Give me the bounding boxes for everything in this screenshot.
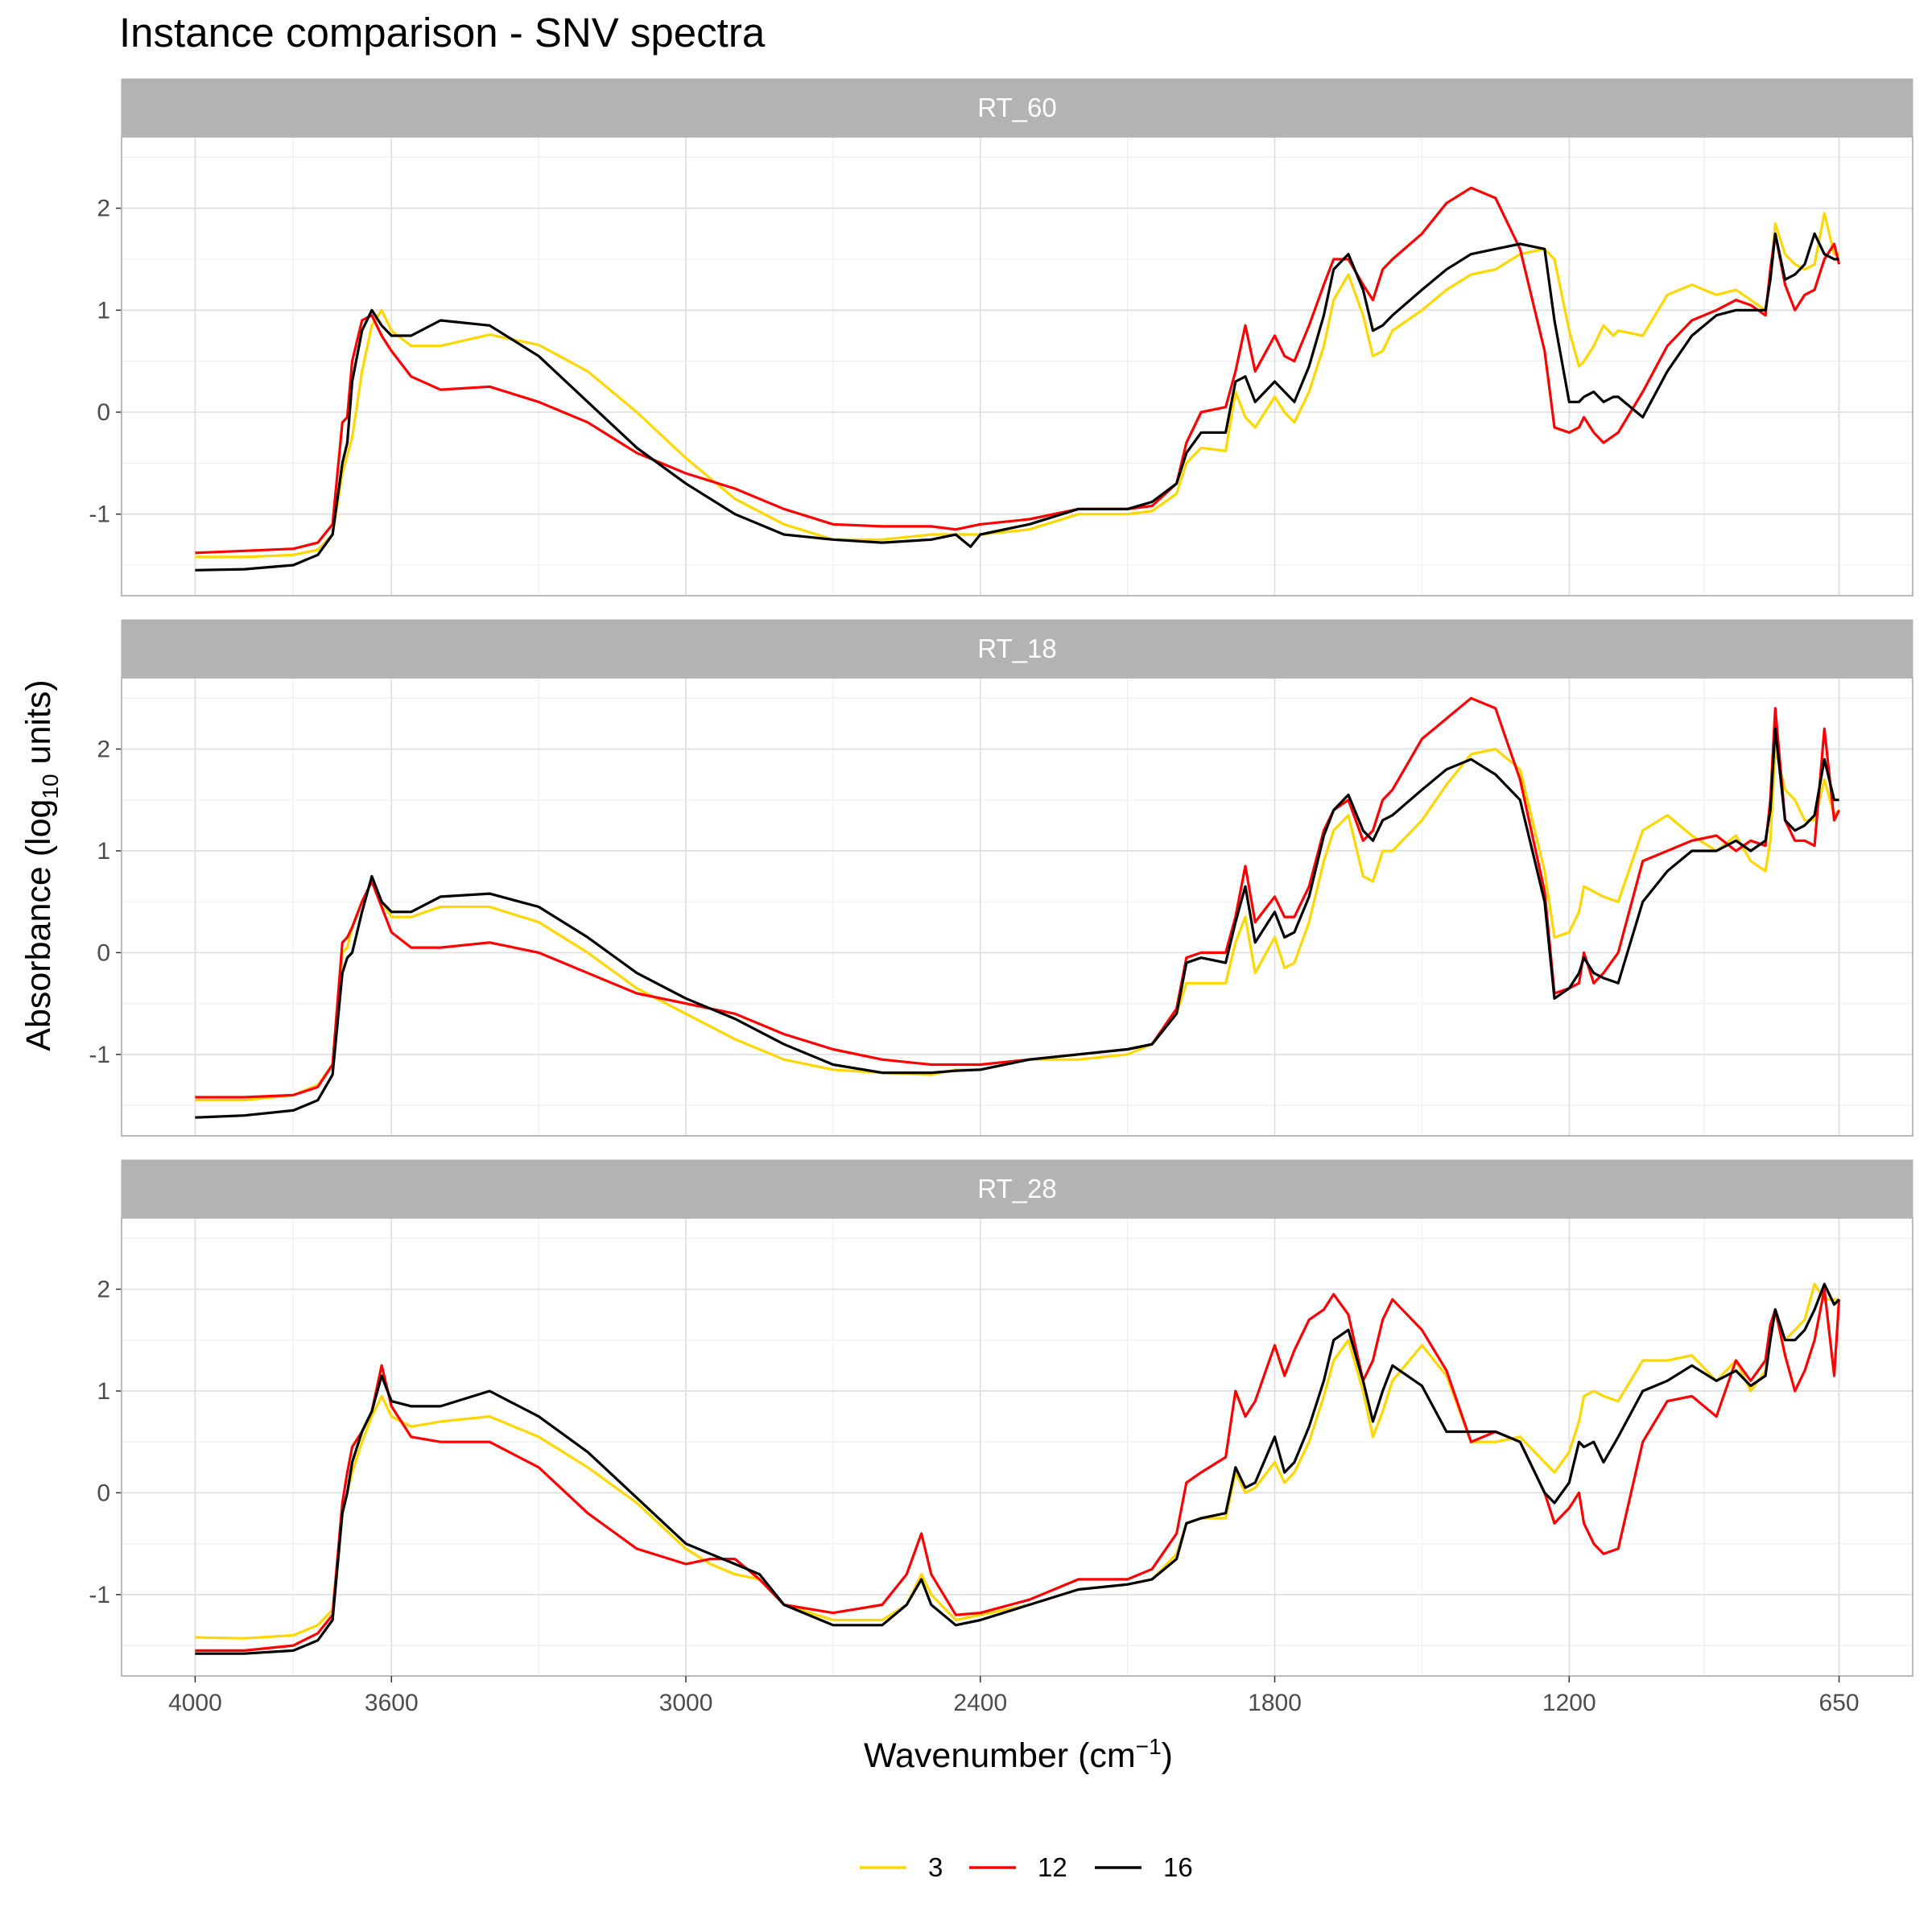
panel-border [121,1217,1913,1677]
facet-strip [121,78,1913,138]
series-line-3 [195,747,1840,1102]
y-tick-label: 1 [97,1378,110,1405]
y-tick-label: 0 [97,1480,110,1506]
panel-rt-18: RT_18 2 1 0 -1 [89,619,1913,1137]
y-tick-label: 0 [97,399,110,426]
y-tick-label: 2 [97,196,110,222]
legend: 3 12 16 [860,1852,1193,1882]
panel-border [121,136,1913,597]
legend-item-12: 12 [969,1852,1067,1882]
series-line-12 [195,186,1841,555]
x-axis-ticks: 4000 3600 3000 2400 1800 1200 650 [168,1676,1860,1716]
y-tick-label: 2 [97,1277,110,1303]
y-tick-label: -1 [89,1042,110,1068]
series-line-12 [195,1287,1841,1652]
y-axis-label-subscript: 10 [38,774,63,799]
series-line-16 [195,1282,1840,1655]
series-line-16 [195,232,1839,572]
x-tick-label: 1200 [1542,1690,1596,1716]
x-tick-label: 650 [1819,1690,1860,1716]
facet-strip-label: RT_18 [977,634,1056,663]
series-line-3 [195,1282,1839,1640]
legend-item-3: 3 [860,1852,943,1882]
legend-item-16: 16 [1095,1852,1193,1882]
y-tick-label: -1 [89,1582,110,1608]
y-tick-label: 2 [97,737,110,763]
x-tick-label: 2400 [953,1690,1007,1716]
chart-title: Instance comparison - SNV spectra [119,10,766,56]
facet-strip-label: RT_60 [977,93,1056,122]
y-tick-label: 1 [97,297,110,324]
facet-strip [121,1159,1913,1219]
y-axis-label: Absorbance (log10 units) [19,679,63,1051]
x-tick-label: 1800 [1248,1690,1302,1716]
legend-label: 16 [1163,1852,1193,1882]
y-tick-label: 0 [97,939,110,966]
y-tick-label: -1 [89,502,110,528]
panel-rt-60: RT_60 2 1 0 -1 [89,78,1913,597]
x-tick-label: 3000 [659,1690,713,1716]
series-line-12 [195,696,1841,1099]
series-line-3 [195,212,1839,559]
facet-panels: RT_60 2 1 0 -1 RT_18 2 1 0 -1 RT_28 2 1 0 -1 [89,78,1913,1677]
facet-strip [121,619,1913,679]
legend-label: 12 [1038,1852,1067,1882]
series-line-16 [195,727,1839,1119]
x-axis-label-superscript: −1 [1136,1734,1162,1759]
y-tick-label: 1 [97,838,110,865]
x-axis-label: Wavenumber (cm−1) [864,1734,1173,1775]
panel-border [121,677,1913,1137]
panel-rt-28: RT_28 2 1 0 -1 [89,1159,1913,1677]
x-tick-label: 4000 [168,1690,222,1716]
x-tick-label: 3600 [365,1690,419,1716]
facet-strip-label: RT_28 [977,1174,1056,1203]
legend-label: 3 [928,1852,943,1882]
